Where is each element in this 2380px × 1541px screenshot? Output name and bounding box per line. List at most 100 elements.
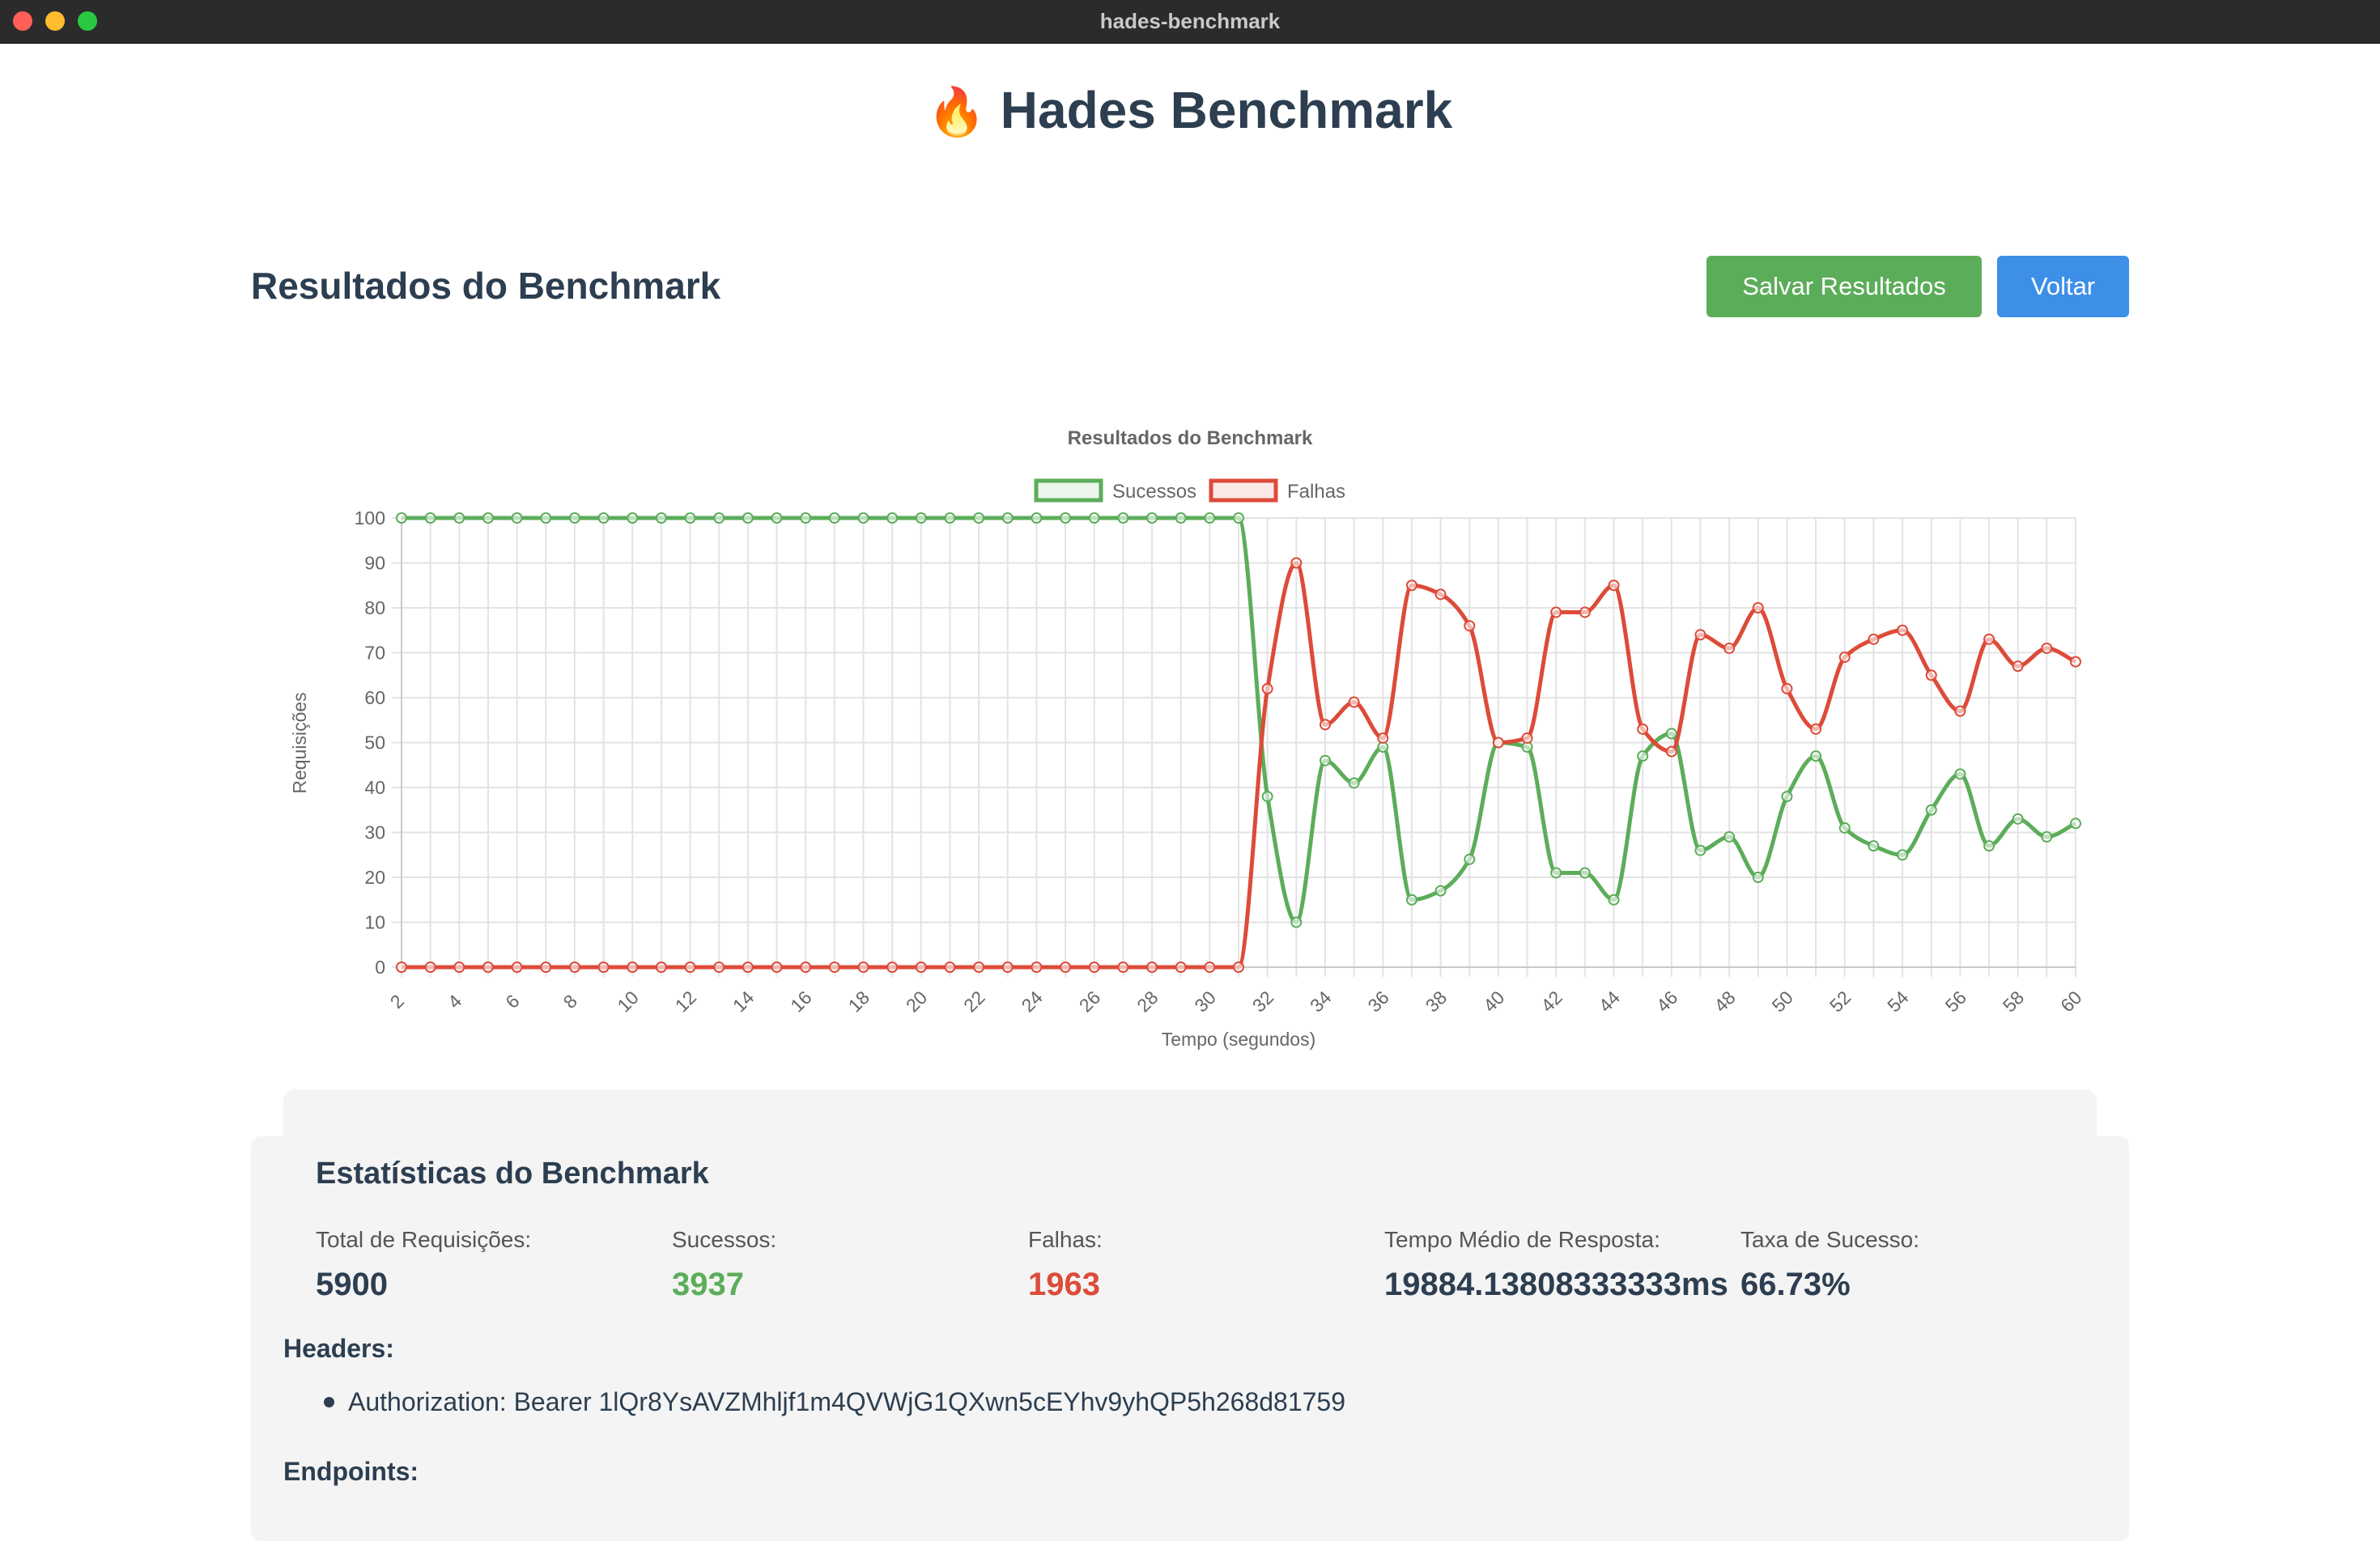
y-tick-label: 50: [364, 732, 385, 754]
data-point-sucessos: [2070, 817, 2081, 830]
data-point-sucessos: [482, 512, 494, 524]
x-tick-label: 54: [1883, 987, 1913, 1017]
data-point-sucessos: [1810, 750, 1822, 762]
back-button[interactable]: Voltar: [1997, 256, 2129, 317]
data-point-falhas: [568, 962, 580, 973]
data-point-falhas: [1261, 682, 1273, 694]
data-point-falhas: [2041, 642, 2053, 654]
x-tick-label: 44: [1595, 987, 1625, 1017]
data-point-sucessos: [1608, 894, 1620, 906]
x-tick-label: 10: [613, 987, 642, 1016]
data-point-sucessos: [944, 512, 956, 524]
data-point-falhas: [684, 962, 696, 973]
data-point-falhas: [1608, 579, 1620, 592]
save-results-button[interactable]: Salvar Resultados: [1706, 256, 1982, 317]
headers-title: Headers:: [283, 1334, 394, 1363]
x-tick-label: 20: [902, 987, 931, 1016]
successes-label: Sucessos:: [672, 1227, 777, 1252]
data-point-falhas: [1925, 669, 1937, 681]
data-point-falhas: [1175, 962, 1187, 973]
header-item: Authorization: Bearer 1lQr8YsAVZMhljf1m4…: [348, 1387, 1346, 1416]
data-point-sucessos: [1001, 512, 1014, 524]
x-tick-label: 40: [1479, 987, 1508, 1016]
close-window-button[interactable]: [13, 11, 32, 31]
x-tick-label: 32: [1248, 987, 1277, 1016]
x-tick-label: 24: [1018, 987, 1048, 1017]
x-axis-label: Tempo (segundos): [1162, 1029, 1316, 1050]
data-point-falhas: [1752, 602, 1764, 613]
data-point-falhas: [742, 962, 754, 973]
data-point-falhas: [1319, 719, 1331, 731]
data-point-sucessos: [568, 512, 580, 524]
data-point-falhas: [1060, 962, 1072, 973]
stats-panel: [251, 1136, 2129, 1541]
window-title: hades-benchmark: [1099, 9, 1281, 33]
y-tick-label: 70: [364, 643, 385, 664]
x-tick-label: 14: [729, 987, 759, 1017]
data-point-falhas: [2012, 660, 2024, 673]
data-point-falhas: [886, 962, 899, 973]
list-bullet: [324, 1397, 334, 1407]
data-point-falhas: [800, 962, 812, 973]
data-point-falhas: [713, 962, 725, 973]
x-tick-label: 56: [1940, 987, 1970, 1016]
data-point-sucessos: [1637, 750, 1649, 762]
data-point-sucessos: [511, 512, 523, 524]
avg-response-time-label: Tempo Médio de Resposta:: [1384, 1227, 1660, 1252]
data-point-sucessos: [396, 512, 407, 524]
total-requests-value: 5900: [316, 1267, 388, 1302]
data-point-falhas: [1868, 633, 1880, 645]
x-tick-label: 18: [844, 987, 873, 1016]
data-point-falhas: [482, 962, 494, 973]
data-point-falhas: [1521, 732, 1533, 744]
data-point-sucessos: [1868, 840, 1880, 852]
data-point-sucessos: [1752, 872, 1764, 883]
data-point-sucessos: [1665, 728, 1677, 740]
data-point-falhas: [1897, 624, 1909, 636]
failures-value: 1963: [1028, 1267, 1100, 1302]
data-point-falhas: [424, 962, 436, 973]
x-tick-label: 60: [2056, 987, 2085, 1016]
x-tick-label: 16: [786, 987, 815, 1016]
y-tick-label: 90: [364, 553, 385, 574]
x-tick-label: 42: [1536, 987, 1566, 1016]
endpoints-title: Endpoints:: [283, 1457, 419, 1486]
data-point-sucessos: [655, 512, 667, 524]
x-tick-label: 46: [1652, 987, 1681, 1016]
minimize-window-button[interactable]: [45, 11, 65, 31]
data-point-falhas: [1001, 962, 1014, 973]
x-tick-label: 58: [1999, 987, 2028, 1016]
data-point-sucessos: [1925, 804, 1937, 816]
data-point-sucessos: [627, 512, 639, 524]
data-point-falhas: [1694, 629, 1706, 641]
data-point-sucessos: [857, 512, 869, 524]
data-point-sucessos: [1405, 894, 1417, 906]
results-title: Resultados do Benchmark: [251, 265, 721, 307]
data-point-sucessos: [1175, 512, 1187, 524]
x-tick-label: 26: [1075, 987, 1104, 1016]
data-point-sucessos: [453, 512, 465, 524]
legend-swatch: [1034, 478, 1103, 503]
zoom-window-button[interactable]: [78, 11, 97, 31]
legend-label: Sucessos: [1112, 481, 1196, 503]
data-point-falhas: [771, 962, 783, 973]
data-point-sucessos: [684, 512, 696, 524]
data-point-falhas: [1204, 962, 1216, 973]
data-point-falhas: [1088, 962, 1100, 973]
data-point-falhas: [973, 962, 985, 973]
data-point-sucessos: [771, 512, 783, 524]
data-point-sucessos: [1031, 512, 1043, 524]
x-tick-label: 30: [1190, 987, 1219, 1016]
y-tick-label: 60: [364, 687, 385, 708]
app-title-text: Hades Benchmark: [1000, 81, 1453, 139]
data-point-sucessos: [1954, 768, 1966, 780]
data-point-sucessos: [886, 512, 899, 524]
data-point-sucessos: [1204, 512, 1216, 524]
success-rate-value: 66.73%: [1740, 1267, 1851, 1302]
data-point-sucessos: [1434, 885, 1447, 897]
x-tick-label: 22: [959, 987, 988, 1016]
data-point-falhas: [1665, 745, 1677, 758]
failures-label: Falhas:: [1028, 1227, 1103, 1252]
data-point-sucessos: [973, 512, 985, 524]
